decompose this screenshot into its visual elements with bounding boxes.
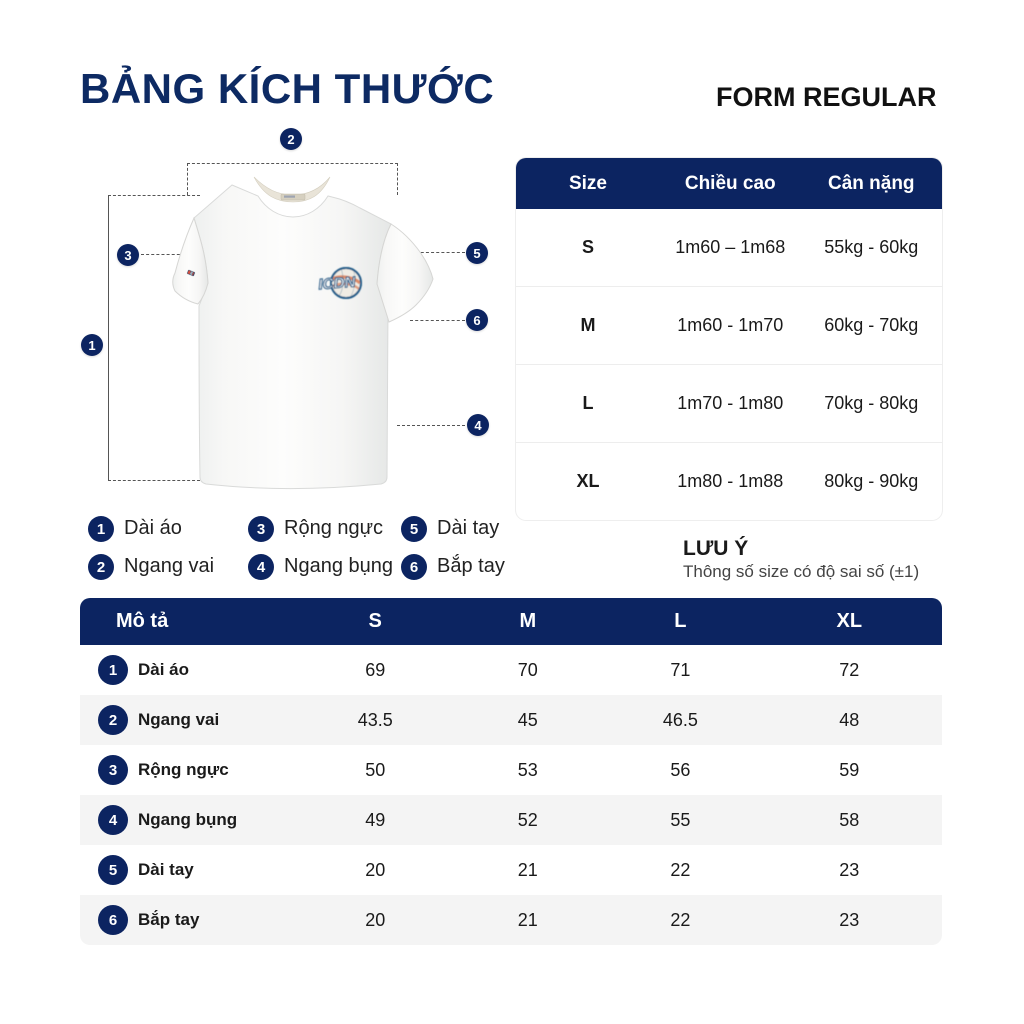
svg-text:ICDN: ICDN [318, 274, 357, 293]
